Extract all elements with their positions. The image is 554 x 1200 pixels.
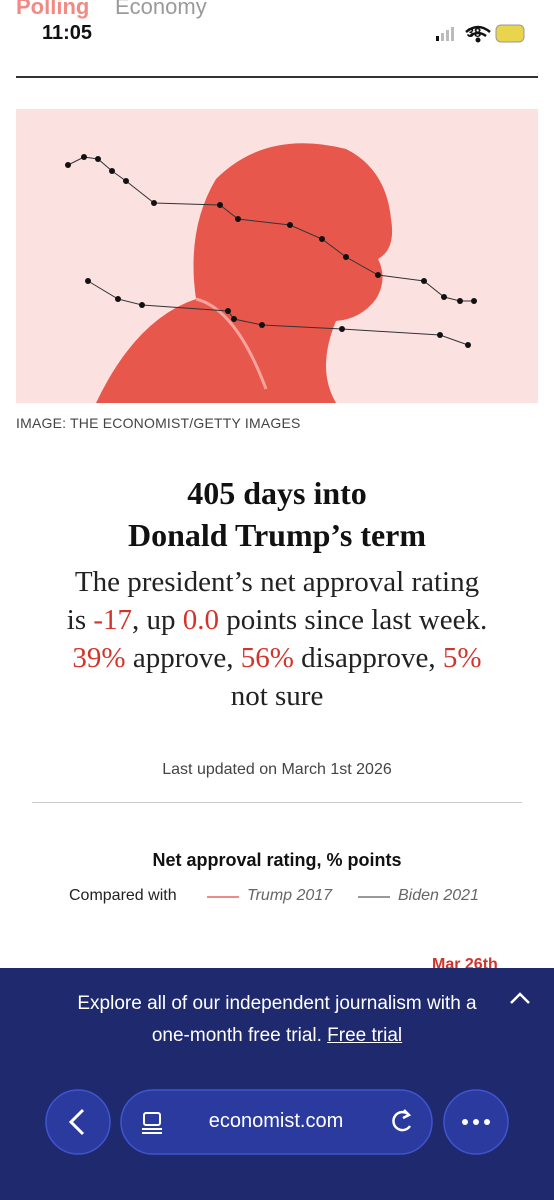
summary-figure: 0.0 [182, 604, 220, 636]
image-caption: IMAGE: THE ECONOMIST/GETTY IMAGES [16, 415, 301, 431]
summary-text: not sure [230, 680, 324, 712]
banner-link[interactable]: Free trial [327, 1025, 403, 1046]
banner-text: Explore all of our independent journalis… [60, 988, 494, 1052]
browser-toolbar [45, 1089, 509, 1155]
summary-text: , up [132, 604, 183, 636]
url-text: economist.com [208, 1110, 344, 1132]
battery-level: 38 [466, 25, 482, 40]
subscribe-banner: Explore all of our independent journalis… [0, 968, 554, 1200]
url-bar[interactable] [120, 1089, 433, 1155]
summary-text: approve, [125, 642, 241, 674]
legend-swatch [358, 896, 390, 898]
divider [16, 76, 538, 78]
legend-swatch [207, 896, 239, 898]
collapse-icon[interactable] [508, 990, 532, 1006]
status-icons [436, 24, 525, 43]
headline-line: Donald Trump’s term [127, 517, 427, 553]
summary-text: The president’s net approval rating is [66, 566, 480, 636]
legend-intro: Compared with [69, 887, 177, 904]
summary: The president’s net approval rating is -… [62, 563, 492, 715]
headline-line: 405 days into [187, 475, 367, 511]
legend-label: Trump 2017 [247, 887, 333, 904]
last-updated: Last updated on March 1st 2026 [162, 761, 392, 778]
hero-image [16, 109, 538, 403]
legend-label: Biden 2021 [398, 887, 479, 904]
summary-text: disapprove, [293, 642, 443, 674]
summary-figure: 5% [442, 642, 482, 674]
nav-tab[interactable]: Polling [16, 0, 90, 19]
summary-text: points since last week. [219, 604, 488, 636]
status-time: 11:05 [42, 22, 93, 44]
chart-title: Net approval rating, % points [152, 850, 402, 870]
summary-figure: -17 [93, 604, 133, 636]
banner-message: Explore all of our independent journalis… [77, 993, 477, 1046]
back-button[interactable] [45, 1089, 111, 1155]
nav-tab[interactable]: Economy [115, 0, 207, 19]
headline: 405 days into Donald Trump’s term [0, 472, 554, 556]
divider [32, 802, 522, 803]
summary-figure: 39% [72, 642, 126, 674]
summary-figure: 56% [240, 642, 294, 674]
